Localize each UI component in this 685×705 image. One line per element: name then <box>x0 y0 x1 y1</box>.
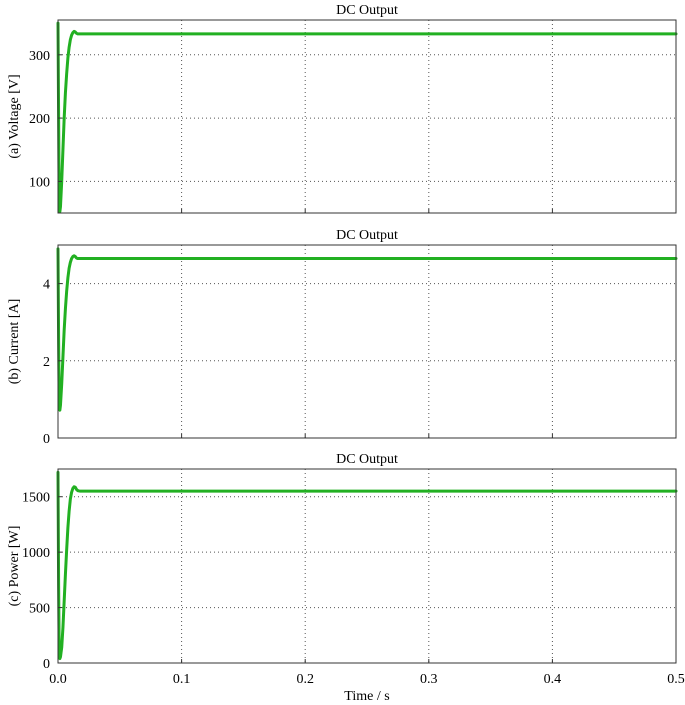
plot-frame <box>57 468 677 664</box>
x-axis-label: Time / s <box>344 689 389 704</box>
plot-frame <box>57 244 677 439</box>
y-tick-label: 0 <box>43 432 50 447</box>
chart-title: DC Output <box>336 3 398 18</box>
y-tick-label: 4 <box>43 278 50 293</box>
y-tick-label: 0 <box>43 657 50 672</box>
y-axis-label: (b) Current [A] <box>7 299 22 385</box>
chart-panel-2: DC Output 0 2 4 (b) Current [A] <box>7 228 678 447</box>
x-tick-label: 0.0 <box>49 672 67 687</box>
x-tick-label: 0.2 <box>296 672 314 687</box>
chart-title: DC Output <box>336 452 398 467</box>
x-tick-label: 0.1 <box>173 672 191 687</box>
y-tick-label: 100 <box>29 175 50 190</box>
y-tick-label: 2 <box>43 355 50 370</box>
y-tick-label: 500 <box>29 602 50 617</box>
y-axis-label: (a) Voltage [V] <box>7 74 22 158</box>
plot-frame <box>57 19 677 214</box>
chart-panel-1: DC Output 100 200 300 (a) Voltage [V] <box>7 3 678 214</box>
x-tick-label: 0.4 <box>544 672 562 687</box>
chart-title: DC Output <box>336 228 398 243</box>
chart-panel-3: DC Output 0 500 1000 1500 0.0 0.1 0.2 0.3 0.4 0.5 (… <box>7 452 685 704</box>
x-tick-label: 0.3 <box>420 672 438 687</box>
series-line <box>56 470 678 661</box>
x-tick-label: 0.5 <box>667 672 685 687</box>
y-axis-label: (c) Power [W] <box>7 526 22 607</box>
series-line <box>56 21 678 214</box>
series-line <box>56 247 678 412</box>
y-tick-label: 1000 <box>22 546 50 561</box>
y-tick-label: 200 <box>29 112 50 127</box>
y-tick-label: 1500 <box>22 491 50 506</box>
y-tick-label: 300 <box>29 49 50 64</box>
